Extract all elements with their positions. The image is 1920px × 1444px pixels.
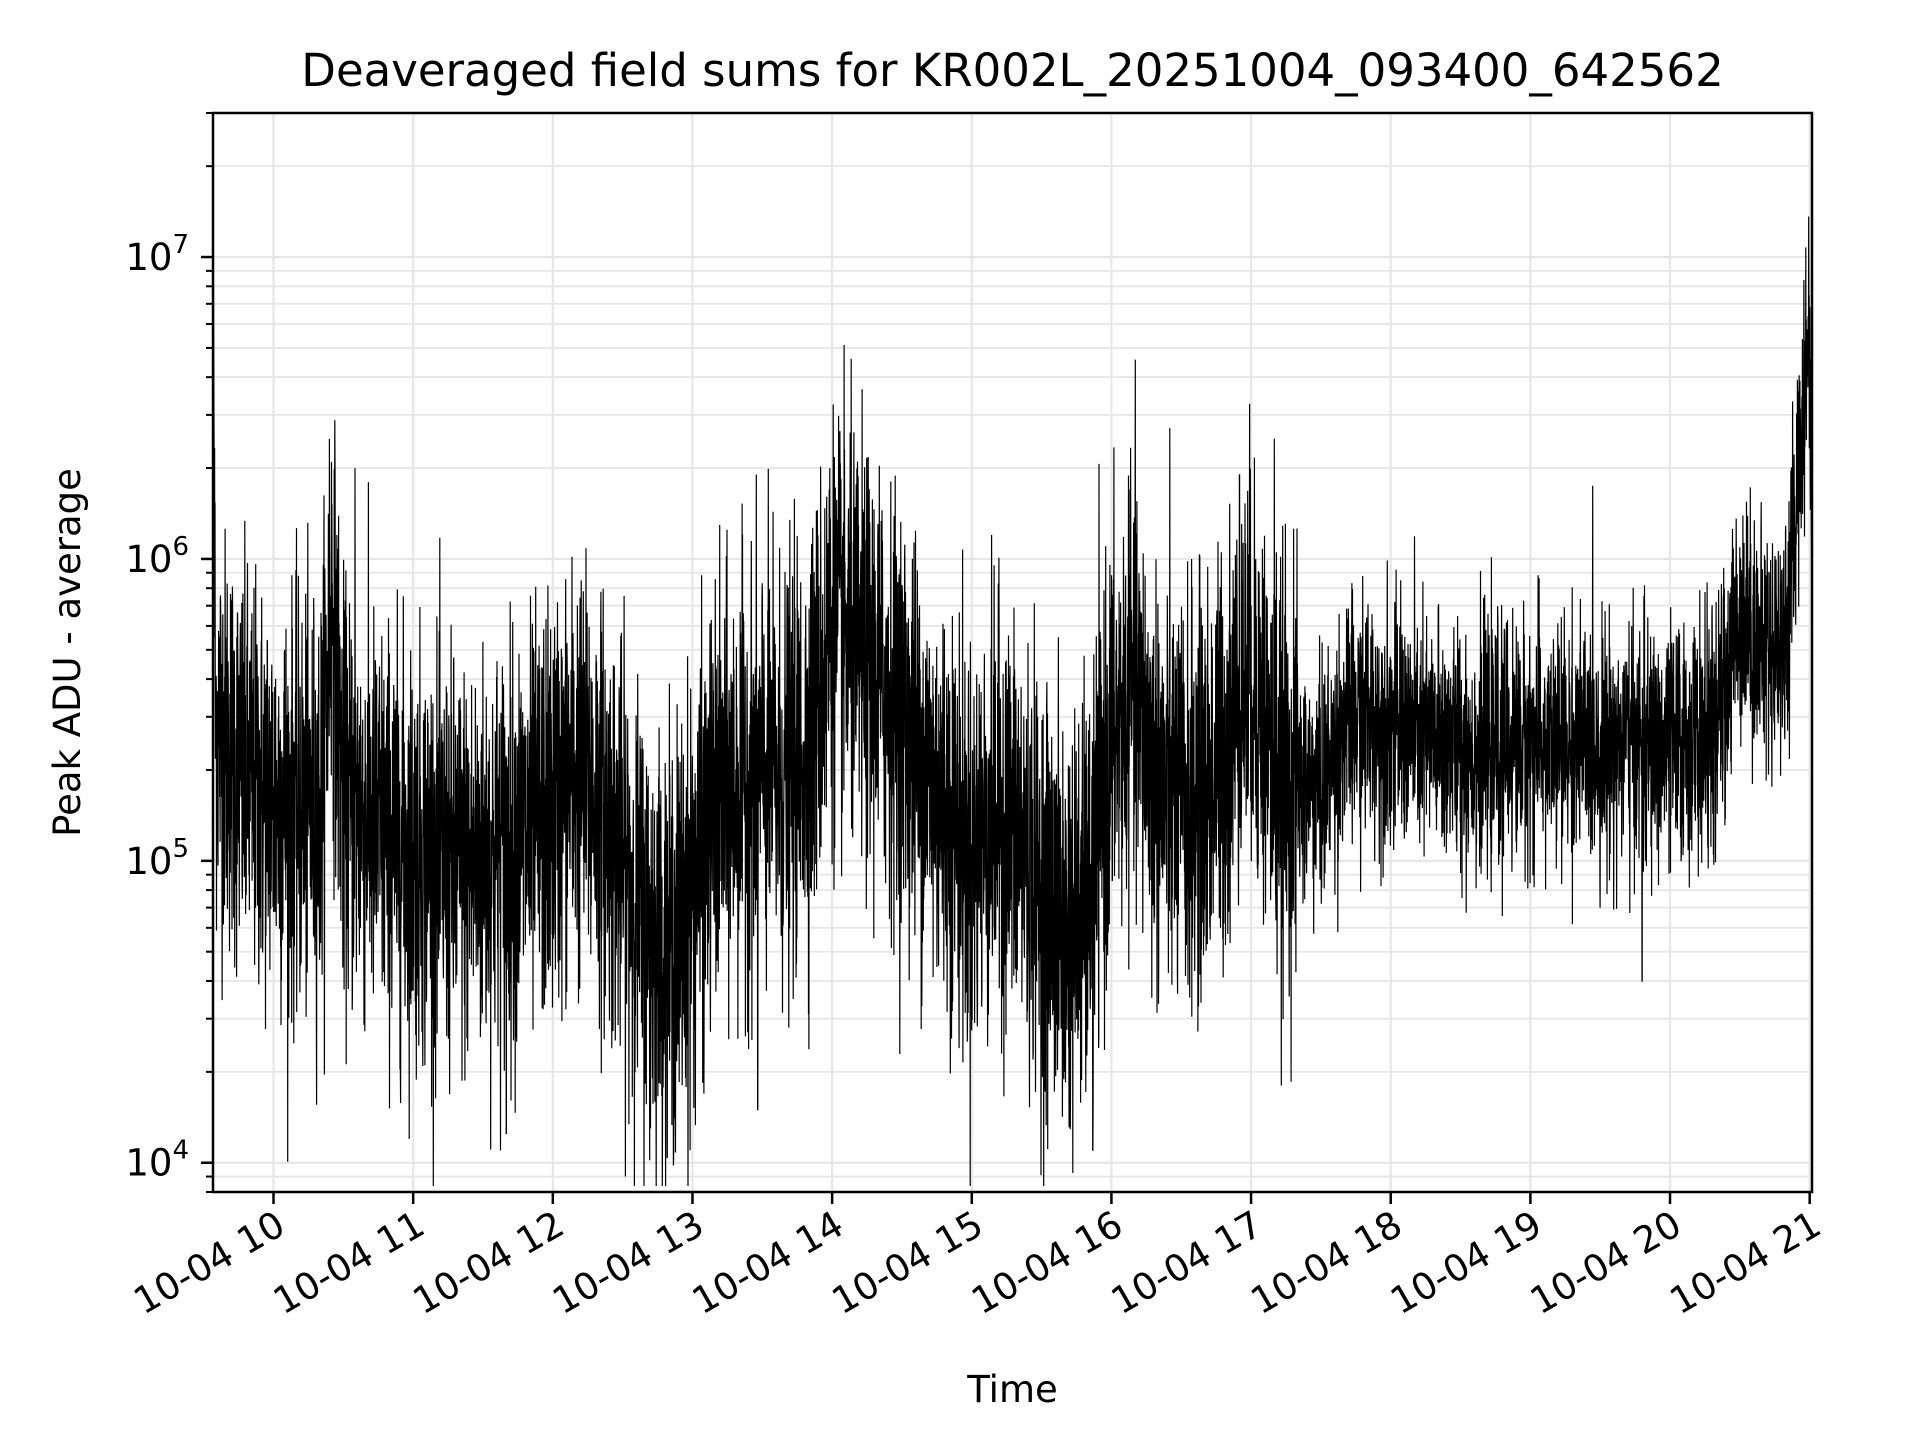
y-tick-exponent: 7: [172, 230, 189, 260]
y-tick-base: 10: [125, 538, 172, 581]
series-layer: [213, 166, 1812, 1187]
y-tick-base: 10: [125, 1142, 172, 1185]
series-line: [213, 166, 1812, 1187]
plot-frame: [211, 111, 1814, 1194]
y-tick-label: 106: [125, 532, 189, 581]
x-axis-label: Time: [966, 1368, 1058, 1411]
y-tick-base: 10: [125, 236, 172, 279]
y-tick-label: 105: [125, 834, 189, 883]
y-tick-base: 10: [125, 840, 172, 883]
y-tick-exponent: 5: [172, 834, 189, 864]
chart-title: Deaveraged field sums for KR002L_2025100…: [301, 44, 1723, 97]
y-tick-exponent: 6: [172, 532, 189, 562]
y-axis-label: Peak ADU - average: [46, 468, 89, 837]
y-tick-exponent: 4: [172, 1136, 189, 1166]
y-tick-label: 107: [125, 230, 189, 279]
y-tick-label: 104: [125, 1136, 189, 1185]
